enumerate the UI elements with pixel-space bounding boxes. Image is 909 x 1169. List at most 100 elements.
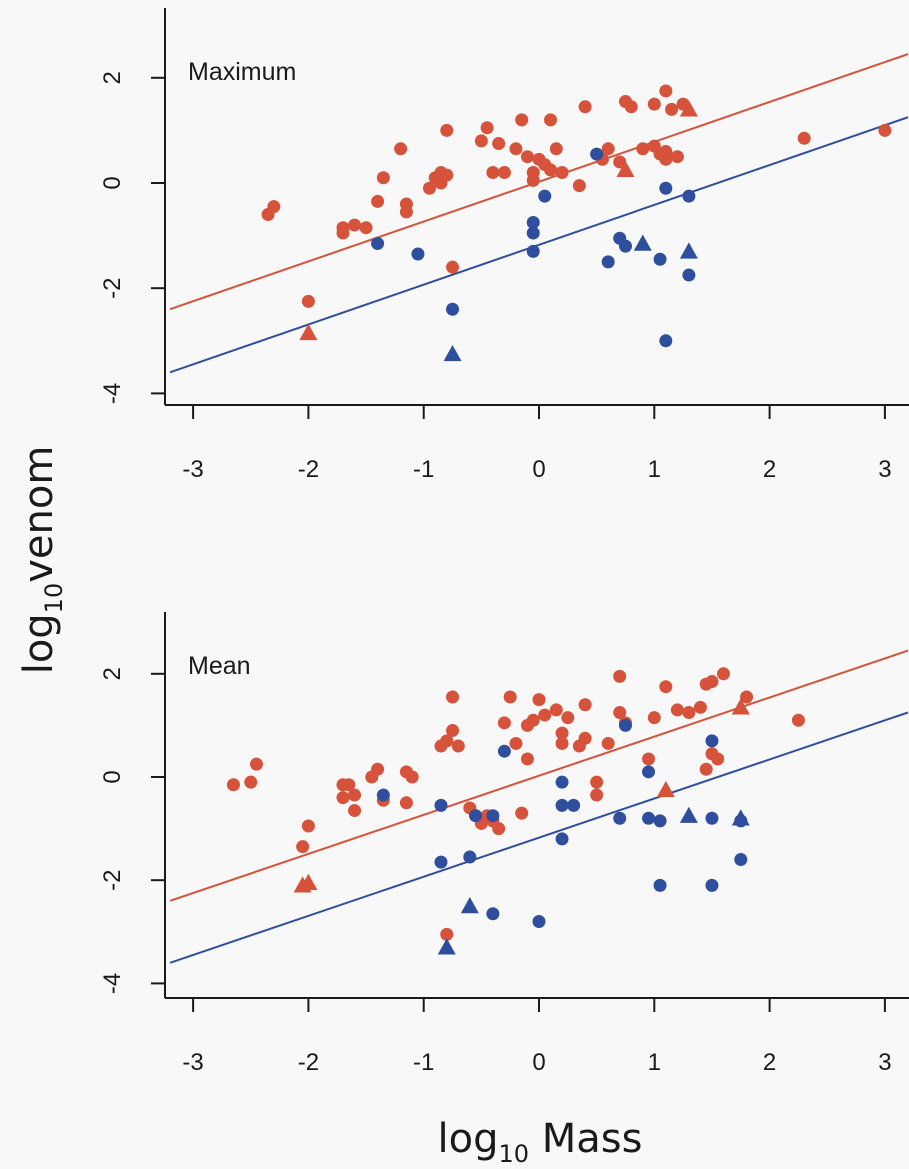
x-tick-label: -3: [182, 1049, 203, 1076]
red-circle-point: [440, 168, 454, 182]
red-circle-point: [711, 752, 725, 766]
blue-circle-point: [538, 189, 552, 203]
y-tick-label: 0: [99, 770, 126, 783]
red-circle-point: [647, 711, 661, 725]
red-circle-point: [497, 165, 511, 179]
red-circle-point: [549, 703, 563, 717]
blue-circle-point: [653, 252, 667, 266]
red-circle-point: [480, 121, 494, 135]
red-circle-point: [561, 711, 575, 725]
y-tick-label: 0: [99, 176, 126, 189]
red-circle-point: [440, 734, 454, 748]
blue-circle-point: [618, 239, 632, 253]
blue-circle-point: [705, 811, 719, 825]
red-circle-point: [791, 713, 805, 727]
red-circle-point: [348, 804, 362, 818]
red-circle-point: [422, 181, 436, 195]
blue-circle-point: [642, 811, 656, 825]
x-tick-label: 2: [763, 456, 776, 483]
red-circle-point: [665, 102, 679, 116]
red-circle-point: [492, 137, 506, 151]
blue-circle-point: [590, 147, 604, 161]
red-circle-point: [451, 739, 465, 753]
red-circle-point: [624, 100, 638, 114]
red-circle-point: [503, 690, 517, 704]
blue-circle-point: [555, 798, 569, 812]
blue-circle-point: [486, 809, 500, 823]
panel-title: Mean: [188, 652, 251, 680]
blue-circle-point: [682, 268, 696, 282]
red-circle-point: [878, 123, 892, 137]
red-circle-point: [486, 165, 500, 179]
red-circle-point: [590, 775, 604, 789]
blue-circle-point: [659, 181, 673, 195]
red-circle-point: [659, 680, 673, 694]
red-circle-point: [636, 142, 650, 156]
red-circle-point: [526, 165, 540, 179]
red-circle-point: [578, 100, 592, 114]
red-circle-point: [682, 706, 696, 719]
y-axis-label: log10venom: [16, 446, 68, 675]
blue-circle-point: [463, 850, 477, 864]
red-circle-point: [359, 221, 373, 235]
blue-circle-point: [734, 853, 748, 867]
blue-circle-point: [613, 811, 627, 825]
red-circle-point: [515, 806, 529, 820]
x-axis-label: log10 Mass: [438, 1116, 643, 1168]
red-circle-point: [670, 703, 684, 717]
red-circle-point: [296, 840, 310, 854]
red-circle-point: [394, 142, 408, 156]
red-circle-point: [613, 706, 627, 719]
red-circle-point: [699, 762, 713, 776]
red-circle-point: [613, 669, 627, 683]
y-tick-label: 2: [99, 667, 126, 680]
red-circle-point: [371, 194, 385, 208]
blue-circle-point: [653, 878, 667, 892]
y-tick-label: -2: [99, 278, 126, 299]
blue-circle-point: [371, 236, 385, 250]
x-tick-label: 3: [878, 456, 891, 483]
red-circle-point: [555, 726, 569, 740]
red-circle-point: [336, 791, 350, 805]
red-circle-point: [492, 822, 506, 836]
y-tick-label: -2: [99, 870, 126, 891]
y-tick-label: 2: [99, 71, 126, 84]
blue-circle-point: [705, 734, 719, 748]
red-circle-point: [572, 179, 586, 193]
red-circle-point: [474, 134, 488, 148]
panel-title: Maximum: [188, 58, 296, 86]
blue-circle-point: [653, 814, 667, 828]
blue-circle-point: [555, 775, 569, 789]
red-triangle-point: [679, 100, 698, 117]
red-circle-point: [301, 294, 315, 308]
blue-triangle-point: [679, 806, 698, 823]
red-circle-point: [659, 84, 673, 98]
blue-circle-point: [376, 788, 390, 802]
blue-circle-point: [567, 798, 581, 812]
red-triangle-point: [731, 698, 750, 715]
red-circle-point: [544, 163, 558, 177]
red-triangle-point: [616, 160, 635, 178]
x-tick-label: -1: [413, 456, 434, 483]
red-circle-point: [520, 752, 534, 766]
blue-circle-point: [555, 832, 569, 846]
x-tick-label: 2: [763, 1049, 776, 1076]
red-circle-point: [440, 123, 454, 137]
red-circle-point: [613, 155, 627, 169]
y-tick-label: -4: [99, 383, 126, 404]
red-fit-line: [169, 649, 909, 902]
blue-circle-point: [526, 226, 540, 240]
red-circle-point: [515, 113, 529, 127]
x-tick-label: -3: [182, 456, 203, 483]
blue-triangle-point: [731, 809, 750, 826]
blue-circle-point: [486, 907, 500, 921]
blue-circle-point: [446, 302, 460, 316]
red-circle-point: [797, 131, 811, 145]
red-circle-point: [601, 142, 615, 156]
blue-circle-point: [434, 855, 448, 869]
blue-circle-point: [532, 914, 546, 928]
red-circle-point: [509, 142, 523, 156]
red-triangle-point: [656, 780, 675, 798]
x-tick-label: 1: [648, 1049, 661, 1076]
